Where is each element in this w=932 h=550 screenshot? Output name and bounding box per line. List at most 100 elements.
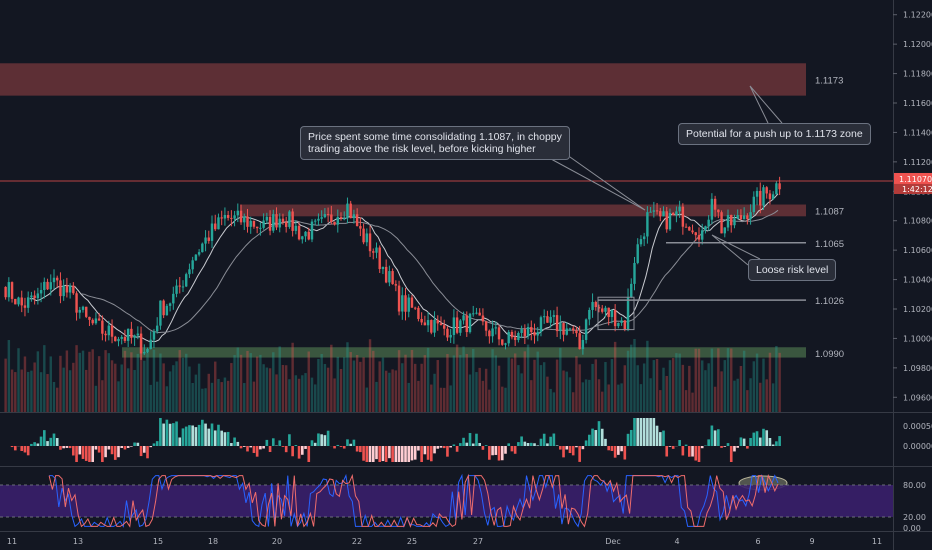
price-tick-label: 1.09800 — [903, 364, 932, 373]
push-up-callout[interactable]: Potential for a push up to 1.1173 zone — [678, 123, 871, 145]
candle-body — [343, 218, 346, 220]
volume-bar — [255, 356, 259, 412]
candle-body — [723, 227, 726, 234]
candle-body — [443, 325, 446, 329]
candle-body — [662, 211, 665, 217]
candle-body — [720, 212, 723, 234]
volume-bar — [536, 351, 539, 412]
candle-body — [752, 196, 756, 213]
candle-body — [488, 330, 491, 337]
volume-bar — [501, 386, 504, 412]
volume-bar — [668, 360, 672, 412]
volume-bar — [204, 388, 207, 412]
volume-bar — [136, 353, 140, 412]
candle-body — [759, 190, 762, 206]
consolidation-callout[interactable]: Price spent some time consolidating 1.10… — [300, 126, 570, 160]
oscillator-bar — [20, 446, 24, 451]
oscillator-bar — [123, 446, 127, 450]
candle-body — [30, 295, 33, 298]
volume-bar — [430, 384, 433, 412]
stoch-tick-label: 20.00 — [903, 513, 926, 522]
oscillator-bar — [68, 446, 72, 449]
oscillator-bar — [623, 446, 627, 460]
volume-bar — [581, 382, 585, 412]
volume-bar — [455, 344, 459, 412]
oscillator-bar — [23, 446, 27, 453]
volume-bar — [110, 360, 114, 412]
candle-body — [72, 285, 75, 294]
oscillator-bar — [768, 438, 772, 446]
volume-bar — [475, 372, 478, 412]
time-tick-label: Dec — [605, 537, 620, 546]
risk-zone — [240, 204, 806, 217]
candle-body — [223, 215, 227, 219]
candle-body — [236, 210, 240, 216]
oscillator-bar — [178, 437, 182, 446]
candle-body — [736, 215, 739, 219]
candle-body — [175, 285, 178, 294]
candle-body — [468, 313, 472, 333]
candle-body — [88, 316, 91, 320]
candle-body — [39, 290, 43, 294]
volume-bar — [33, 362, 36, 412]
candle-body — [20, 297, 23, 306]
oscillator-bar — [36, 443, 40, 446]
volume-bar — [413, 363, 417, 412]
candle-body — [691, 230, 694, 233]
price-tick-label: 1.10200 — [903, 305, 932, 314]
volume-bar — [417, 380, 420, 412]
candle-body — [188, 269, 191, 275]
volume-bar — [426, 347, 430, 412]
candle-body — [668, 212, 672, 230]
volume-bar — [423, 355, 427, 412]
volume-bar — [530, 380, 533, 412]
candle-body — [365, 233, 369, 243]
candle-body — [626, 297, 630, 330]
oscillator-bar — [417, 446, 420, 451]
volume-bar — [401, 363, 404, 412]
volume-bar — [7, 340, 11, 412]
volume-bar — [52, 381, 56, 412]
oscillator-bar — [165, 419, 169, 446]
oscillator-bar — [446, 446, 449, 457]
time-tick-label: 15 — [153, 537, 163, 546]
candle-body — [404, 295, 407, 312]
candle-body — [97, 318, 101, 321]
volume-bar — [397, 350, 401, 412]
candle-body — [210, 223, 214, 241]
oscillator-bar — [691, 446, 694, 457]
volume-bar — [765, 379, 768, 412]
volume-bar — [178, 350, 181, 412]
candle-body — [333, 221, 336, 225]
oscillator-bar — [639, 418, 643, 446]
oscillator-bar — [268, 446, 272, 452]
candle-body — [294, 225, 298, 231]
candle-body — [284, 221, 288, 227]
volume-bar — [210, 382, 214, 412]
volume-bar — [39, 372, 43, 412]
oscillator-bar — [533, 443, 536, 446]
candle-body — [220, 217, 223, 219]
risk-level-callout[interactable]: Loose risk level — [748, 259, 837, 281]
oscillator-bar — [120, 446, 124, 448]
oscillator-bar — [723, 446, 727, 447]
oscillator-bar — [152, 443, 156, 446]
volume-bar — [446, 354, 449, 412]
volume-bar — [75, 345, 78, 412]
candle-body — [501, 339, 504, 345]
candle-body — [549, 316, 552, 323]
oscillator-bar — [555, 445, 559, 446]
volume-bar — [168, 371, 172, 412]
volume-bar — [733, 380, 736, 412]
push-up-callout-text: Potential for a push up to 1.1173 zone — [686, 128, 863, 140]
candle-body — [307, 231, 310, 240]
oscillator-bar — [468, 433, 472, 446]
oscillator-bar — [681, 446, 685, 456]
volume-bar — [17, 348, 20, 412]
oscillator-bar — [104, 446, 107, 458]
candle-body — [620, 320, 623, 323]
volume-bar — [736, 378, 739, 412]
candle-body — [139, 333, 143, 354]
candle-body — [710, 198, 714, 220]
consolidation-pointer — [539, 149, 646, 211]
